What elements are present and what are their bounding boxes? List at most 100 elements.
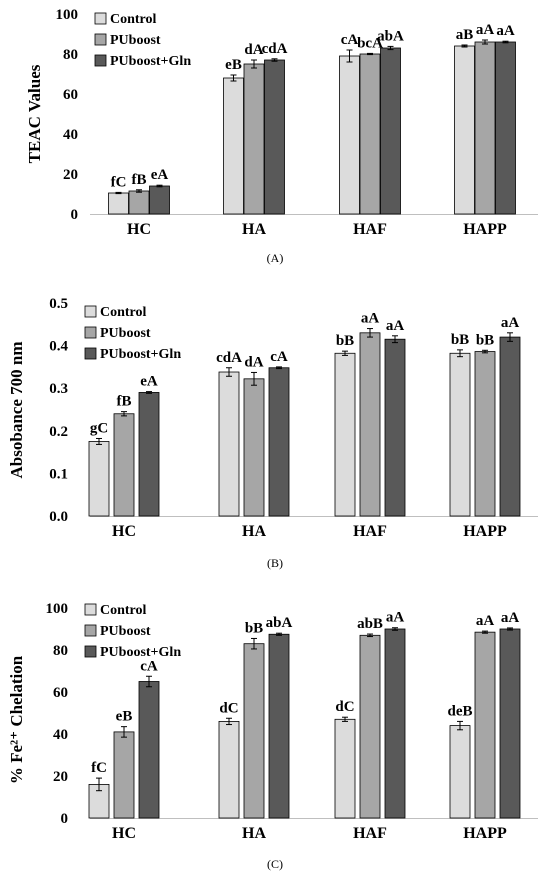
panel-caption: (C) [267, 857, 283, 871]
bar-happ-puboost-gln [499, 628, 521, 819]
bar-happ-puboost [474, 41, 496, 215]
significance-label: aA [386, 318, 405, 334]
bar-happ-puboost-gln [499, 336, 521, 517]
significance-label: fC [91, 760, 107, 776]
bar-ha-control [218, 371, 240, 517]
significance-label: fB [117, 394, 132, 410]
legend-entry: PUboost+Gln [100, 347, 181, 362]
bar-haf-control [334, 352, 356, 517]
significance-label: bB [245, 620, 263, 636]
y-tick-label: 0 [61, 811, 69, 827]
chart-panel-3: 0 20 40 60 80 100 % Fe²⁺ Chelation fC eB cA HC dC bB… [7, 601, 538, 871]
bar-ha-control [218, 721, 240, 819]
bar-happ-control [449, 352, 471, 517]
x-category-label: HAF [353, 221, 387, 238]
significance-label: cA [270, 349, 288, 365]
legend-entry: PUboost [110, 33, 161, 48]
bar-hc-control [108, 192, 129, 215]
significance-label: gC [90, 420, 108, 436]
legend-entry: PUboost+Gln [110, 54, 191, 69]
y-tick-label: 0.2 [49, 424, 68, 440]
significance-label: deB [447, 703, 472, 719]
legend-entry: Control [100, 603, 147, 618]
bar-haf-puboost [359, 332, 381, 517]
y-tick-label: 0 [71, 207, 79, 223]
y-tick-label: 40 [53, 727, 68, 743]
bar-ha-control [223, 77, 244, 215]
significance-label: dA [244, 354, 263, 370]
significance-label: bB [336, 333, 354, 349]
legend-entry: Control [110, 12, 157, 27]
bar-ha-puboost [243, 643, 265, 819]
bar-haf-puboost-gln [384, 628, 406, 819]
significance-label: cdA [216, 350, 242, 366]
legend-swatch [84, 645, 97, 658]
y-tick-label: 20 [53, 769, 68, 785]
y-axis-title: Absobance 700 nm [7, 342, 26, 479]
legend-swatch [84, 347, 97, 360]
bar-hc-puboost-gln [138, 681, 160, 819]
bar-hc-puboost-gln [138, 392, 160, 517]
significance-label: dC [219, 700, 238, 716]
bar-hc-puboost [113, 413, 135, 517]
x-category-label: HAF [353, 825, 387, 842]
x-category-label: HAF [353, 523, 387, 540]
significance-label: abA [266, 615, 293, 631]
bar-haf-control [334, 718, 356, 819]
significance-label: eA [140, 374, 158, 390]
y-tick-label: 0.0 [49, 509, 68, 525]
significance-label: bB [451, 332, 469, 348]
bar-haf-control [339, 55, 360, 215]
x-category-label: HC [112, 523, 136, 540]
legend-swatch [84, 603, 97, 616]
bar-ha-puboost [243, 378, 265, 517]
bar-hc-puboost-gln [149, 185, 170, 215]
legend-entry: Control [100, 305, 147, 320]
panel-caption: (A) [267, 251, 284, 265]
significance-label: aA [501, 610, 520, 626]
bar-ha-puboost-gln [268, 367, 290, 517]
significance-label: aA [496, 23, 515, 39]
significance-label: aA [476, 613, 495, 629]
bar-hc-puboost [113, 731, 135, 819]
significance-label: dC [335, 699, 354, 715]
bar-hc-control [88, 441, 110, 517]
y-tick-label: 0.4 [49, 339, 68, 355]
bar-happ-control [449, 725, 471, 819]
significance-label: eB [225, 57, 242, 73]
y-tick-label: 60 [63, 87, 78, 103]
x-category-label: HAPP [463, 825, 507, 842]
y-axis-title: % Fe²⁺ Chelation [7, 655, 26, 784]
significance-label: cdA [262, 41, 288, 57]
significance-label: fC [111, 174, 127, 190]
bar-ha-puboost-gln [264, 59, 285, 215]
legend-entry: PUboost+Gln [100, 645, 181, 660]
significance-label: bB [476, 332, 494, 348]
y-tick-label: 80 [63, 47, 78, 63]
significance-label: bcA [357, 35, 383, 51]
y-tick-label: 0.1 [49, 466, 68, 482]
significance-label: abA [377, 28, 404, 44]
x-category-label: HA [242, 825, 266, 842]
bar-haf-puboost-gln [380, 47, 401, 215]
x-category-label: HA [242, 523, 266, 540]
x-category-label: HAPP [463, 221, 507, 238]
bar-happ-control [454, 45, 475, 215]
bar-ha-puboost [243, 63, 265, 215]
y-tick-label: 0.5 [49, 296, 68, 312]
significance-label: aA [476, 22, 495, 38]
bar-happ-puboost-gln [495, 41, 516, 215]
y-tick-label: 80 [53, 643, 68, 659]
legend-entry: PUboost [100, 624, 151, 639]
significance-label: aB [456, 27, 474, 43]
significance-label: fB [132, 172, 147, 188]
significance-label: dA [244, 42, 263, 58]
legend-swatch [94, 33, 107, 46]
y-tick-label: 100 [46, 601, 69, 617]
x-category-label: HC [112, 825, 136, 842]
legend-swatch [84, 305, 97, 318]
x-category-label: HA [242, 221, 266, 238]
y-tick-label: 0.3 [49, 381, 68, 397]
